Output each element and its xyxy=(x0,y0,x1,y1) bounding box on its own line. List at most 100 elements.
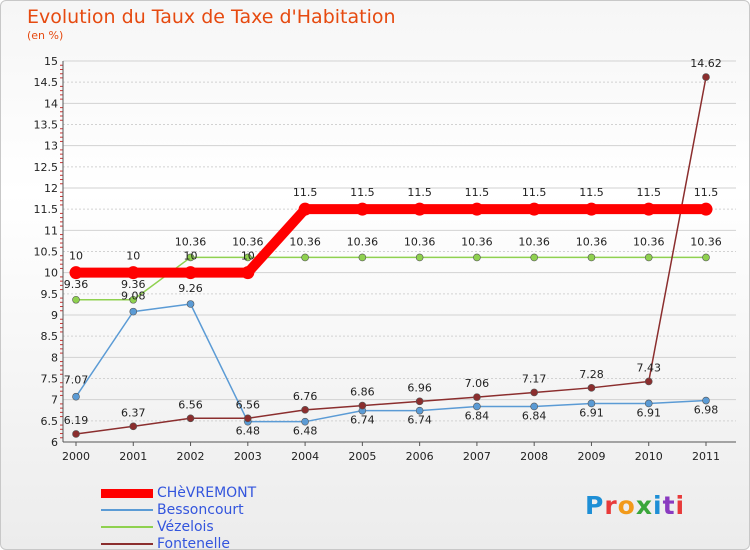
axis-layer: 6 6.5 7 7.5 8 8.5 9 9.5 10 10.5 11 11.5 12 12.5 13 13.5… xyxy=(34,55,736,463)
data-point xyxy=(129,307,138,316)
data-label: 10.36 xyxy=(633,235,665,248)
legend-swatch xyxy=(101,526,153,528)
x-tick-label: 2008 xyxy=(520,450,548,463)
data-label: 9.26 xyxy=(178,282,203,295)
data-label: 10 xyxy=(184,250,198,263)
y-tick-label: 14 xyxy=(44,97,58,110)
data-point xyxy=(298,202,312,216)
data-label: 6.91 xyxy=(579,406,604,419)
data-point xyxy=(587,253,596,262)
y-tick-label: 9.5 xyxy=(41,288,59,301)
x-tick-label: 2006 xyxy=(406,450,434,463)
x-tick-label: 2011 xyxy=(692,450,720,463)
data-label: 11.5 xyxy=(579,186,604,199)
y-tick-label: 7.5 xyxy=(41,373,59,386)
data-point xyxy=(415,253,424,262)
data-point xyxy=(644,399,653,408)
data-point xyxy=(355,202,369,216)
data-point xyxy=(644,253,653,262)
y-tick-label: 9 xyxy=(51,309,58,322)
data-point xyxy=(584,202,598,216)
data-point xyxy=(470,202,484,216)
data-point xyxy=(530,388,538,397)
y-tick-label: 6.5 xyxy=(41,415,59,428)
x-tick-label: 2004 xyxy=(291,450,319,463)
y-tick-label: 6 xyxy=(51,436,58,449)
data-label: 11.5 xyxy=(293,186,318,199)
data-label: 10.36 xyxy=(175,235,207,248)
data-point xyxy=(415,397,424,406)
data-point xyxy=(69,266,83,280)
legend-swatch xyxy=(101,543,153,545)
proxiti-logo: Proxiti xyxy=(585,491,685,520)
y-tick-label: 10.5 xyxy=(34,246,59,259)
legend-swatch xyxy=(101,488,153,498)
data-label: 10.36 xyxy=(461,235,493,248)
data-point xyxy=(244,414,252,423)
data-point xyxy=(642,202,656,216)
data-label: 10 xyxy=(241,250,255,263)
data-point xyxy=(702,73,710,81)
data-label: 7.43 xyxy=(636,361,661,374)
grid-layer xyxy=(63,60,736,443)
data-label: 6.19 xyxy=(64,414,89,427)
data-point xyxy=(587,399,596,408)
data-label: 6.37 xyxy=(121,406,146,419)
data-label: 6.96 xyxy=(407,381,432,394)
y-tick-label: 13 xyxy=(44,140,58,153)
data-label: 6.86 xyxy=(350,386,375,399)
data-label: 6.84 xyxy=(522,409,547,422)
data-point xyxy=(129,422,138,431)
x-tick-label: 2007 xyxy=(463,450,491,463)
x-tick-label: 2009 xyxy=(577,450,605,463)
data-point xyxy=(186,414,195,423)
y-tick-label: 12 xyxy=(44,182,58,195)
legend-label: Fontenelle xyxy=(157,536,230,550)
data-point xyxy=(129,295,138,304)
chart-subtitle: (en %) xyxy=(27,29,64,42)
data-label: 9.08 xyxy=(121,290,146,303)
data-point xyxy=(473,253,481,262)
data-point xyxy=(530,253,538,262)
data-label: 10 xyxy=(126,250,140,263)
data-point xyxy=(301,406,309,414)
data-label: 14.62 xyxy=(690,57,722,70)
data-label: 11.5 xyxy=(636,186,661,199)
logo-letter: r xyxy=(604,491,618,520)
series-line-vézelois xyxy=(76,256,706,301)
data-point xyxy=(415,406,424,415)
y-tick-label: 8.5 xyxy=(41,330,59,343)
data-label: 6.74 xyxy=(350,414,375,427)
data-point xyxy=(244,253,252,262)
y-tick-label: 11.5 xyxy=(34,203,59,216)
logo-letter: i xyxy=(675,491,686,520)
y-tick-label: 12.5 xyxy=(34,161,59,174)
data-point xyxy=(702,396,710,405)
x-tick-label: 2000 xyxy=(62,450,90,463)
data-point xyxy=(126,266,140,280)
data-label: 9.36 xyxy=(64,278,89,291)
data-label: 10.36 xyxy=(518,235,550,248)
data-label: 11.5 xyxy=(350,186,375,199)
y-tick-label: 14.5 xyxy=(34,76,59,89)
series-line-bessoncourt xyxy=(75,303,707,423)
data-point xyxy=(186,253,195,262)
data-point xyxy=(301,417,309,426)
y-tick-label: 15 xyxy=(44,55,58,68)
data-point xyxy=(587,384,596,392)
data-label: 6.84 xyxy=(465,409,490,422)
data-label: 6.74 xyxy=(407,414,432,427)
data-point xyxy=(473,402,481,411)
data-label: 7.28 xyxy=(579,368,604,381)
logo-letter: x xyxy=(635,491,653,520)
data-label: 6.56 xyxy=(236,398,261,411)
data-label: 7.17 xyxy=(522,372,547,385)
data-label: 11.5 xyxy=(522,186,547,199)
logo-letter: t xyxy=(662,491,676,520)
series-layer xyxy=(69,73,713,438)
data-label: 10.36 xyxy=(404,235,436,248)
y-tick-label: 7 xyxy=(51,394,58,407)
x-tick-label: 2003 xyxy=(234,450,262,463)
